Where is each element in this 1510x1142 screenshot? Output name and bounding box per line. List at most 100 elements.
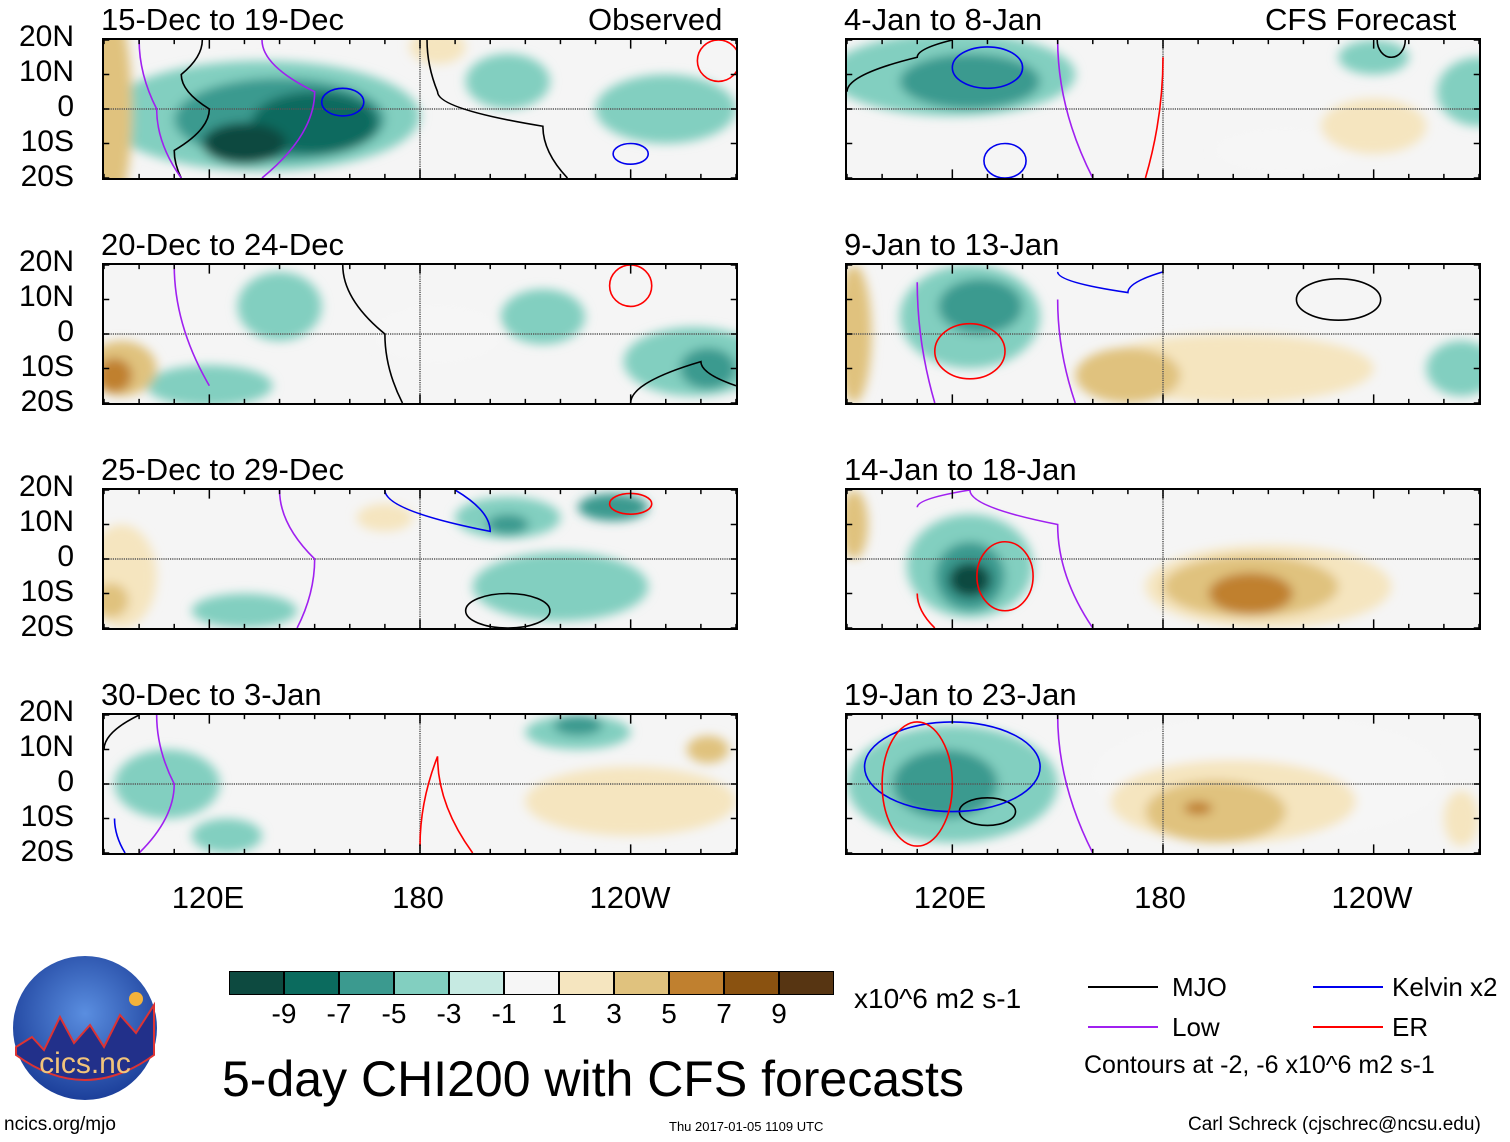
lat-label: 20S bbox=[20, 610, 74, 643]
contours-note: Contours at -2, -6 x10^6 m2 s-1 bbox=[1084, 1051, 1435, 1079]
panel-title: 30-Dec to 3-Jan bbox=[101, 677, 322, 712]
anomaly-region bbox=[465, 53, 550, 109]
footer-url[interactable]: ncics.org/mjo bbox=[4, 1114, 116, 1135]
colorbar-label: 3 bbox=[606, 998, 622, 1029]
lat-label: 10N bbox=[18, 55, 74, 88]
mjo-contour bbox=[427, 40, 567, 178]
lat-label: 10S bbox=[20, 800, 74, 833]
lat-label: 10S bbox=[20, 125, 74, 158]
low-contour bbox=[1058, 40, 1093, 178]
anomaly-region bbox=[679, 347, 736, 390]
anomaly-region bbox=[1208, 572, 1293, 615]
units-label: x10^6 m2 s-1 bbox=[854, 983, 1022, 1014]
anomaly-region bbox=[500, 289, 586, 345]
kelvin-contour bbox=[322, 88, 364, 116]
anomaly-region bbox=[472, 552, 649, 622]
logo-text: cics.nc bbox=[39, 1047, 131, 1080]
anomaly-region bbox=[409, 40, 466, 65]
lat-label: 10N bbox=[18, 505, 74, 538]
colorbar-swatch bbox=[504, 971, 559, 995]
mjo-contour bbox=[104, 715, 139, 750]
anomaly-region bbox=[847, 265, 872, 403]
er-contour bbox=[917, 594, 935, 629]
low-contour bbox=[174, 265, 209, 386]
low-contour bbox=[280, 490, 315, 628]
anomaly-region bbox=[1338, 40, 1409, 75]
map-panel bbox=[102, 38, 738, 180]
panel-title: 25-Dec to 29-Dec bbox=[101, 452, 344, 487]
anomaly-region bbox=[1321, 98, 1427, 154]
anomaly-region bbox=[104, 583, 129, 618]
anomaly-region bbox=[1426, 340, 1479, 397]
cics-logo: cics.nc bbox=[12, 955, 158, 1101]
lat-label: 20N bbox=[18, 470, 74, 503]
lat-label: 20S bbox=[20, 385, 74, 418]
colorbar-swatch bbox=[614, 971, 669, 995]
lat-label: 0 bbox=[57, 315, 74, 348]
anomaly-region bbox=[1075, 347, 1181, 403]
low-line bbox=[1088, 1026, 1158, 1028]
mjo-contour bbox=[1296, 279, 1380, 320]
panel-title: 14-Jan to 18-Jan bbox=[844, 452, 1077, 487]
anomaly-region bbox=[202, 122, 287, 165]
lon-label: 120E bbox=[171, 880, 245, 915]
lon-label: 180 bbox=[1134, 880, 1186, 915]
lat-label: 10S bbox=[20, 575, 74, 608]
lon-label: 120W bbox=[589, 880, 671, 915]
mjo-contour bbox=[631, 362, 736, 403]
mjo-contour bbox=[343, 265, 403, 403]
anomaly-region bbox=[114, 749, 220, 819]
anomaly-region bbox=[104, 40, 133, 178]
anomaly-region bbox=[553, 715, 603, 736]
footer-timestamp: Thu 2017-01-05 1109 UTC bbox=[669, 1119, 824, 1134]
map-panel bbox=[845, 488, 1481, 630]
lon-label: 120E bbox=[913, 880, 987, 915]
anomaly-region bbox=[1443, 790, 1479, 847]
lat-label: 0 bbox=[57, 765, 74, 798]
colorbar-swatch bbox=[229, 971, 284, 995]
lat-label: 20S bbox=[20, 160, 74, 193]
mjo-line bbox=[1088, 986, 1158, 988]
lat-label: 10N bbox=[18, 280, 74, 313]
forecast-label: CFS Forecast bbox=[1265, 2, 1457, 37]
colorbar-label: 1 bbox=[551, 998, 567, 1029]
er-contour bbox=[610, 265, 652, 306]
lat-label: 0 bbox=[57, 90, 74, 123]
map-panel bbox=[845, 263, 1481, 405]
figure-title: 5-day CHI200 with CFS forecasts bbox=[222, 1051, 964, 1107]
lat-label: 20N bbox=[18, 245, 74, 278]
kelvin-contour bbox=[385, 490, 490, 531]
legend-low: Low bbox=[1172, 1012, 1220, 1042]
mjo-contour bbox=[847, 40, 952, 92]
colorbar-label: 9 bbox=[771, 998, 787, 1029]
kelvin-line bbox=[1313, 986, 1383, 988]
anomaly-region bbox=[237, 271, 322, 341]
anomaly-region bbox=[486, 514, 529, 535]
panel-title: 15-Dec to 19-Dec bbox=[101, 2, 344, 37]
colorbar-label: 7 bbox=[716, 998, 732, 1029]
er-contour bbox=[1145, 57, 1163, 178]
colorbar-swatch bbox=[449, 971, 504, 995]
colorbar-swatch bbox=[669, 971, 724, 995]
anomaly-region bbox=[1215, 129, 1357, 172]
kelvin-contour bbox=[1058, 272, 1163, 293]
kelvin-contour bbox=[613, 144, 648, 165]
anomaly-region bbox=[938, 278, 1023, 334]
kelvin-contour bbox=[984, 144, 1026, 179]
colorbar-label: 5 bbox=[661, 998, 677, 1029]
legend-mjo: MJO bbox=[1172, 972, 1227, 1002]
kelvin-contour bbox=[115, 819, 126, 854]
mjo-contour bbox=[1377, 40, 1405, 57]
low-contour bbox=[917, 490, 1093, 628]
colorbar-swatch bbox=[394, 971, 449, 995]
map-panel bbox=[845, 38, 1481, 180]
low-contour bbox=[1058, 300, 1076, 404]
low-contour bbox=[139, 40, 181, 178]
lat-label: 10N bbox=[18, 730, 74, 763]
lon-label: 120W bbox=[1331, 880, 1413, 915]
anomaly-region bbox=[191, 818, 262, 853]
low-contour bbox=[917, 282, 935, 403]
er-contour bbox=[420, 756, 473, 853]
anomaly-region bbox=[892, 749, 998, 819]
lat-label: 20S bbox=[20, 835, 74, 868]
